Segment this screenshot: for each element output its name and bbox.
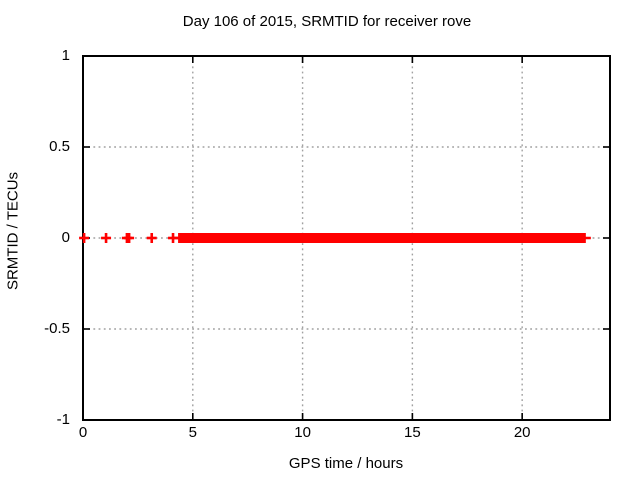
x-axis-label: GPS time / hours (288, 455, 404, 472)
data-band (178, 233, 586, 243)
chart-title: Day 106 of 2015, SRMTID for receiver rov… (182, 13, 472, 30)
y-tick-label: 0.5 (49, 138, 70, 155)
data-series-srmtid (79, 233, 591, 243)
x-tick-label: 20 (513, 424, 531, 441)
y-tick-label: -1 (56, 411, 70, 428)
x-tick-label: 5 (188, 424, 197, 441)
x-tick-label: 10 (294, 424, 311, 441)
y-tick-label: 0 (61, 229, 70, 246)
y-tick-label: 1 (61, 47, 70, 64)
y-tick-label: -0.5 (44, 320, 70, 337)
x-tick-label: 0 (78, 424, 88, 441)
x-tick-label: 15 (404, 424, 421, 441)
